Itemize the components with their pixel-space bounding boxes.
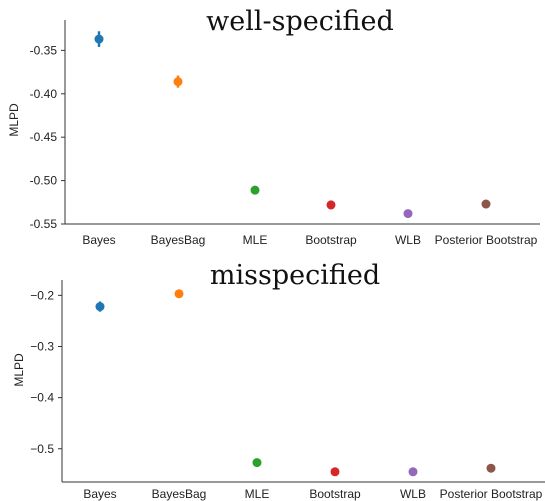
data-point — [330, 467, 340, 477]
x-tick-label: MLE — [245, 487, 270, 501]
y-tick-label: -0.45 — [30, 130, 58, 144]
data-point — [250, 185, 260, 195]
y-axis-label: MLPD — [7, 103, 21, 137]
x-tick-label: Bootstrap — [305, 233, 357, 247]
panel-title: misspecified — [210, 260, 380, 291]
y-tick-label: -0.50 — [30, 174, 58, 188]
data-point — [403, 209, 413, 219]
y-tick-label: −0.4 — [30, 391, 54, 405]
data-point — [173, 77, 183, 87]
panel-title: well-specified — [206, 6, 394, 37]
y-axis-label: MLPD — [12, 353, 26, 387]
data-points — [94, 31, 491, 219]
y-ticks: −0.2 −0.3 −0.4 −0.5 — [30, 288, 62, 456]
data-point — [94, 34, 104, 44]
panel-well-specified: well-specified MLPD -0.35 -0.40 -0.45 -0.50… — [7, 6, 540, 247]
y-tick-label: −0.2 — [30, 288, 54, 302]
y-tick-label: -0.35 — [30, 43, 58, 57]
y-tick-label: −0.5 — [30, 442, 54, 456]
x-tick-label: MLE — [243, 233, 268, 247]
x-tick-label: Bayes — [82, 233, 115, 247]
y-ticks: -0.35 -0.40 -0.45 -0.50 -0.55 — [30, 43, 65, 231]
x-tick-label: Posterior Bootstrap — [440, 487, 543, 501]
data-point — [95, 302, 105, 312]
x-tick-label: WLB — [400, 487, 426, 501]
data-point — [408, 467, 418, 477]
x-ticks: Bayes BayesBag MLE Bootstrap WLB Posterior Bo… — [82, 233, 537, 247]
x-tick-label: Bootstrap — [309, 487, 361, 501]
x-tick-label: BayesBag — [152, 487, 207, 501]
data-point — [481, 199, 491, 209]
data-point — [252, 458, 262, 468]
data-point — [174, 289, 184, 299]
data-point — [486, 463, 496, 473]
x-ticks: Bayes BayesBag MLE Bootstrap WLB Posterior Bo… — [83, 487, 542, 501]
x-tick-label: Posterior Bootstrap — [435, 233, 538, 247]
data-point — [326, 200, 336, 210]
x-tick-label: WLB — [395, 233, 421, 247]
data-points — [95, 289, 496, 477]
x-tick-label: Bayes — [83, 487, 116, 501]
y-tick-label: −0.3 — [30, 339, 54, 353]
x-tick-label: BayesBag — [151, 233, 206, 247]
y-tick-label: -0.55 — [30, 217, 58, 231]
y-tick-label: -0.40 — [30, 87, 58, 101]
panel-misspecified: misspecified MLPD −0.2 −0.3 −0.4 −0.5 Bayes… — [12, 260, 545, 501]
